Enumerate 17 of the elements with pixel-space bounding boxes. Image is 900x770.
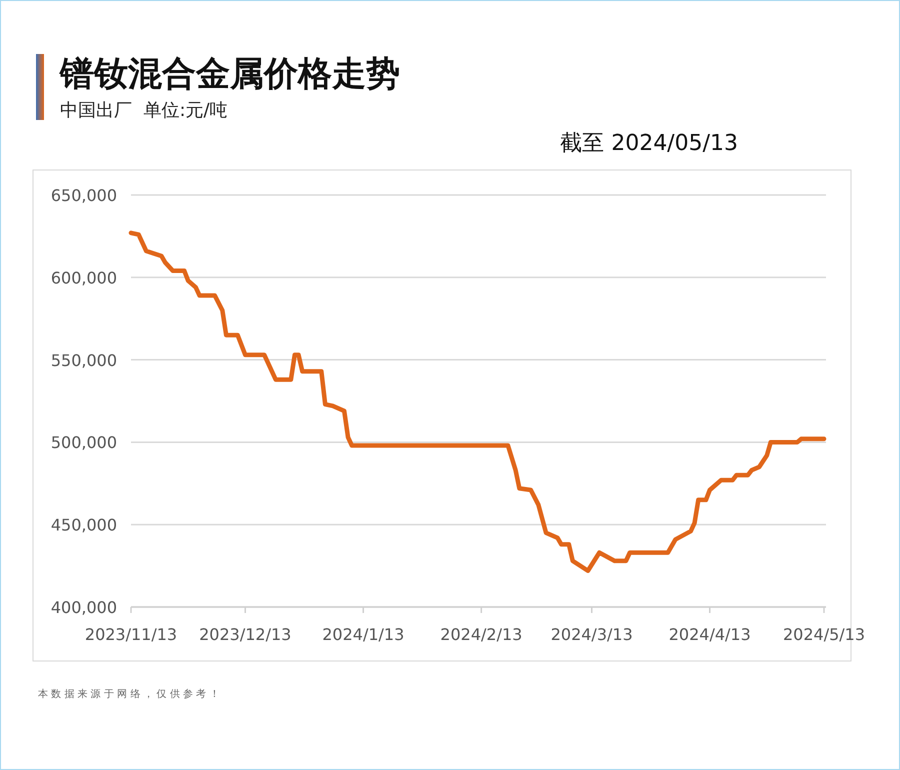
text: 本 数 据 来 源 于 网 络 ， 仅 供 参 考 ！ (38, 688, 220, 700)
x-tick-label: 2024/2/13 (440, 625, 522, 644)
x-tick-label: 2024/3/13 (550, 625, 633, 644)
y-tick-label: 650,000 (50, 186, 117, 205)
x-tick-label: 2024/1/13 (322, 625, 404, 644)
chart-subtitle: 中国出厂 单位:元/吨 (60, 100, 228, 121)
x-tick-label: 2023/11/13 (84, 625, 178, 644)
y-tick-label: 400,000 (50, 598, 117, 617)
y-tick-label: 500,000 (50, 433, 117, 452)
x-tick-label: 2023/12/13 (199, 625, 292, 644)
text: 截至 2024/05/13 (560, 131, 738, 156)
y-tick-label: 450,000 (50, 516, 117, 535)
chart-title: 镨钕混合金属价格走势 (58, 54, 400, 94)
y-tick-label: 550,000 (50, 350, 117, 370)
y-tick-label: 600,000 (50, 268, 117, 288)
x-tick-label: 2024/5/13 (782, 625, 866, 644)
x-tick-label: 2024/4/13 (668, 625, 751, 644)
